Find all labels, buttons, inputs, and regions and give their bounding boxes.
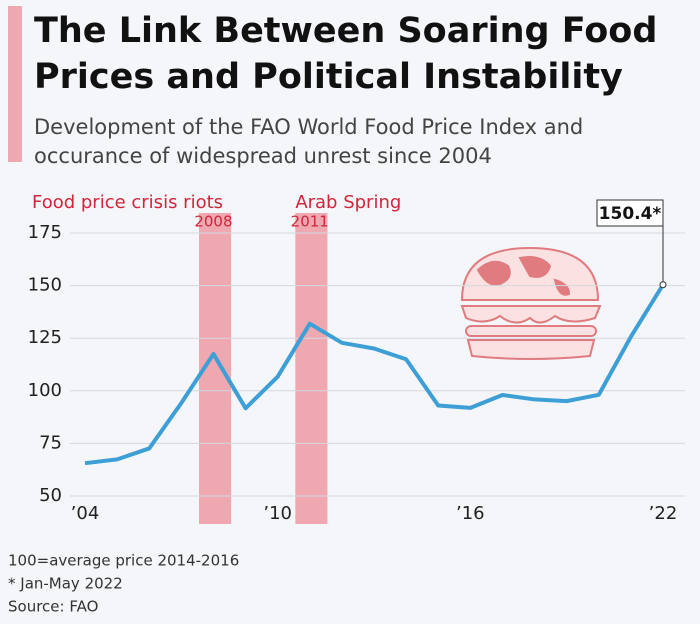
- unrest-band: [295, 213, 328, 524]
- chart-title: The Link Between Soaring Food: [34, 11, 657, 51]
- globe-burger-icon: [460, 246, 602, 360]
- subtitle: occurance of widespread unrest since 200…: [34, 144, 492, 168]
- y-tick-label: 125: [28, 327, 62, 348]
- y-tick-label: 175: [28, 222, 62, 243]
- x-tick-label: ’16: [456, 503, 485, 524]
- subtitle: Development of the FAO World Food Price …: [34, 115, 583, 139]
- note: 100=average price 2014-2016: [8, 552, 239, 570]
- source: Source: FAO: [8, 598, 98, 616]
- y-tick-label: 150: [28, 275, 62, 296]
- band-label: Arab Spring: [295, 192, 401, 213]
- note: * Jan-May 2022: [8, 575, 123, 593]
- x-tick-label: ’10: [263, 503, 292, 524]
- x-tick-label: ’04: [71, 503, 100, 524]
- chart-title: Prices and Political Instability: [34, 57, 623, 97]
- y-tick-label: 75: [39, 432, 62, 453]
- y-tick-label: 100: [28, 380, 62, 401]
- value-label: 150.4*: [599, 204, 662, 224]
- band-year: 2008: [194, 213, 232, 231]
- x-tick-label: ’22: [649, 503, 678, 524]
- band-year: 2011: [291, 213, 329, 231]
- y-tick-label: 50: [39, 485, 62, 506]
- end-point: [659, 281, 667, 289]
- line-series: [84, 283, 665, 466]
- accent-bar: [8, 6, 22, 162]
- band-label: Food price crisis riots: [32, 192, 223, 213]
- annotation-box: [596, 199, 664, 227]
